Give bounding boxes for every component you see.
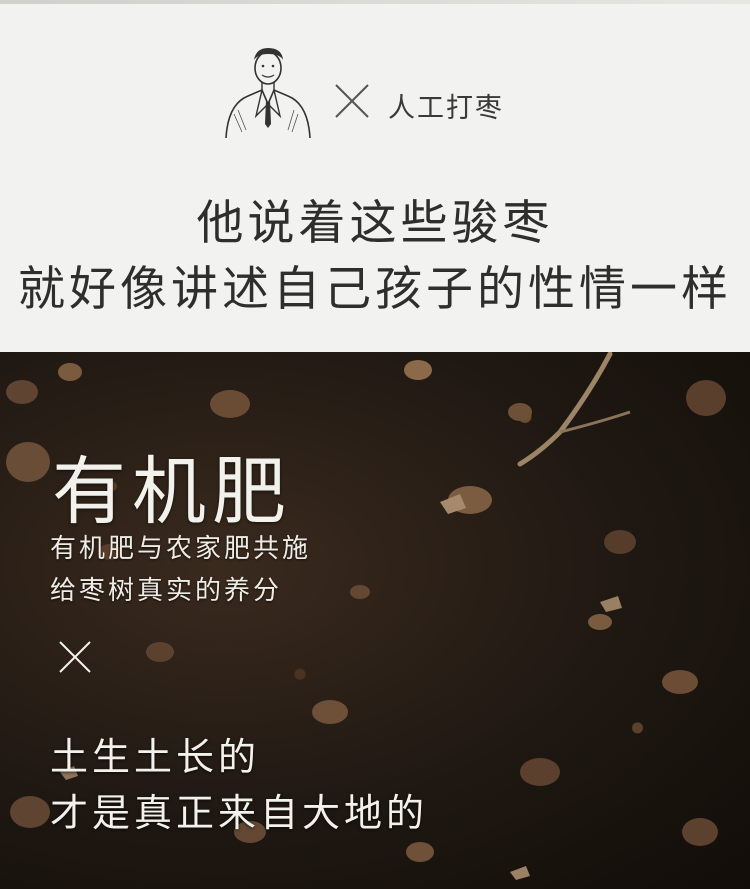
soil-texture bbox=[6, 352, 726, 880]
headline-line-2: 就好像讲述自己孩子的性情一样 bbox=[18, 262, 732, 317]
cross-icon bbox=[335, 84, 369, 118]
phrase-line-2: 才是真正来自大地的 bbox=[50, 791, 429, 835]
tag-text: 人工打枣 bbox=[388, 93, 504, 124]
organic-fertilizer-title: 有机肥 bbox=[52, 449, 292, 535]
man-in-suit-icon bbox=[225, 48, 311, 139]
subtitle-line-2: 给枣树真实的养分 bbox=[50, 576, 283, 606]
cross-icon-white bbox=[59, 641, 91, 673]
top-panel: 人工打枣 他说着这些骏枣 就好像讲述自己孩子的性情一样 bbox=[0, 0, 750, 352]
subtitle-line-1: 有机肥与农家肥共施 bbox=[50, 534, 312, 564]
phrase-line-1: 土生土长的 bbox=[50, 735, 261, 779]
soil-background bbox=[0, 352, 750, 889]
headline-line-1: 他说着这些骏枣 bbox=[196, 196, 554, 251]
top-divider bbox=[0, 0, 750, 4]
